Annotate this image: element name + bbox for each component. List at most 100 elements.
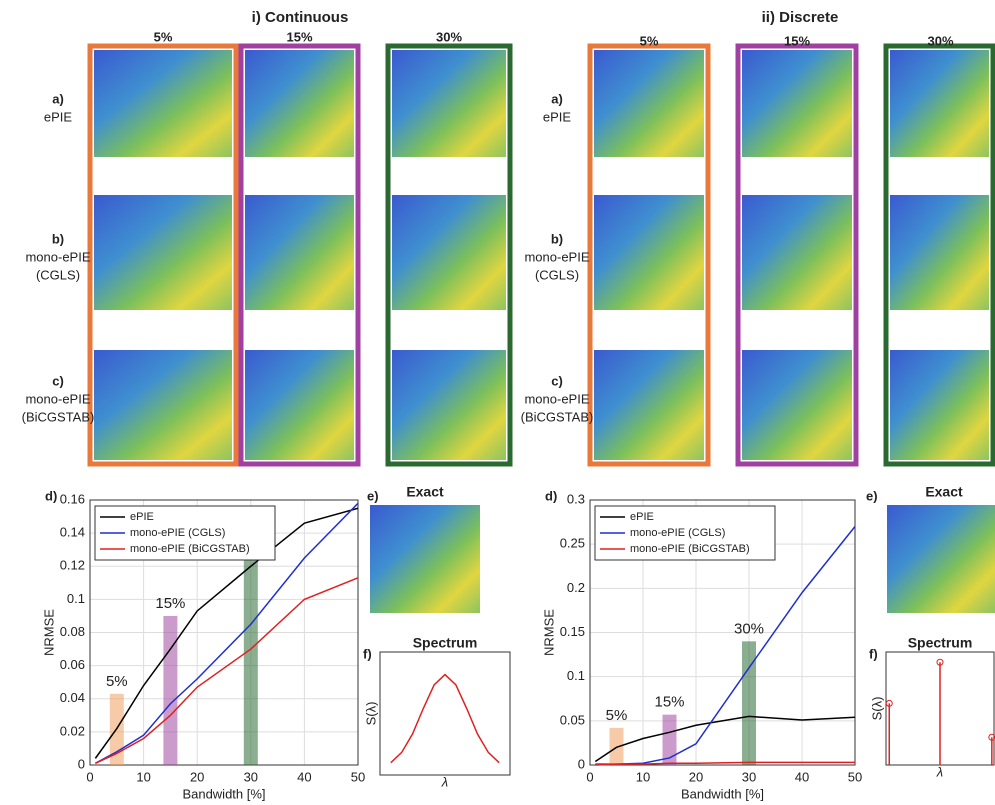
x-tick-label: 50 — [351, 769, 365, 784]
column-header: 30% — [436, 29, 462, 44]
column-header: 5% — [154, 29, 173, 44]
exact-title: Exact — [406, 484, 444, 500]
y-tick-label: 0.1 — [567, 668, 585, 683]
y-axis-label: NRMSE — [541, 609, 556, 656]
column-frame — [735, 43, 859, 467]
y-axis-label: S(λ) — [363, 702, 378, 726]
chart-title: Spectrum — [908, 635, 973, 651]
row-label: (BiCGSTAB) — [22, 409, 95, 424]
y-tick-label: 0.3 — [567, 491, 585, 506]
series-line — [94, 507, 359, 759]
panel-letter: f) — [363, 646, 372, 661]
series-line — [595, 526, 856, 765]
x-tick-label: 20 — [190, 769, 204, 784]
x-axis-label: Bandwidth [%] — [182, 786, 265, 801]
image-tile — [392, 195, 506, 310]
image-tile — [594, 350, 704, 460]
column-header: 5% — [640, 33, 659, 48]
highlight-bar — [243, 556, 258, 765]
y-axis-label: NRMSE — [41, 609, 56, 656]
image-tile — [392, 350, 506, 460]
row-letter: b) — [551, 231, 563, 246]
x-tick-label: 0 — [586, 769, 593, 784]
series-line — [594, 715, 856, 763]
panel-letter: f) — [869, 646, 878, 661]
image-tile — [890, 195, 989, 310]
group-title: i) Continuous — [252, 9, 349, 26]
y-tick-label: 0 — [78, 756, 85, 771]
plot-frame — [89, 499, 359, 766]
row-letter: a) — [52, 91, 64, 106]
y-tick-label: 0.2 — [567, 580, 585, 595]
column-header: 15% — [286, 29, 312, 44]
highlight-label: 15% — [155, 595, 185, 612]
y-axis-label: S(λ) — [869, 697, 884, 721]
y-tick-label: 0.08 — [60, 624, 85, 639]
legend-label: mono-ePIE (CGLS) — [130, 527, 225, 539]
series-line — [390, 673, 500, 764]
x-axis-label: λ — [441, 774, 448, 789]
row-label: (BiCGSTAB) — [521, 409, 594, 424]
x-tick-label: 0 — [86, 769, 93, 784]
highlight-label: 30% — [734, 620, 764, 637]
highlight-bar — [609, 727, 624, 765]
column-frame — [587, 43, 711, 467]
row-label: ePIE — [44, 109, 73, 124]
row-label: ePIE — [543, 109, 572, 124]
x-tick-label: 10 — [636, 769, 650, 784]
highlight-label: 5% — [106, 673, 128, 690]
y-tick-label: 0.16 — [60, 491, 85, 506]
highlight-label: 15% — [654, 694, 684, 711]
image-tile — [392, 50, 506, 157]
exact-image — [887, 505, 995, 613]
y-tick-label: 0.02 — [60, 723, 85, 738]
image-tile — [245, 195, 354, 310]
column-frame — [238, 43, 361, 467]
plot-frame — [379, 651, 511, 776]
row-label: mono-ePIE — [25, 391, 90, 406]
image-tile — [890, 50, 989, 157]
legend-label: mono-ePIE (BiCGSTAB) — [630, 543, 750, 555]
y-tick-label: 0.04 — [60, 690, 85, 705]
y-tick-label: 0.05 — [560, 712, 585, 727]
x-tick-label: 30 — [244, 769, 258, 784]
image-tile — [742, 50, 852, 157]
stem-marker — [936, 658, 944, 666]
panel-letter: d) — [45, 488, 57, 503]
legend-label: ePIE — [630, 511, 654, 523]
image-tile — [890, 350, 989, 460]
row-label: mono-ePIE — [25, 249, 90, 264]
image-tile — [245, 50, 354, 157]
x-tick-label: 20 — [689, 769, 703, 784]
image-tile — [594, 195, 704, 310]
column-frame — [385, 43, 513, 467]
x-tick-label: 40 — [795, 769, 809, 784]
row-letter: b) — [52, 231, 64, 246]
highlight-label: 5% — [606, 707, 628, 724]
y-tick-label: 0.14 — [60, 525, 85, 540]
x-tick-label: 50 — [848, 769, 862, 784]
row-letter: a) — [551, 91, 563, 106]
series-line — [95, 502, 359, 765]
panel-letter: e) — [866, 488, 878, 503]
legend-label: ePIE — [130, 511, 154, 523]
legend-label: mono-ePIE (CGLS) — [630, 527, 725, 539]
image-tile — [245, 350, 354, 460]
row-label: mono-ePIE — [524, 249, 589, 264]
panel-letter: e) — [367, 488, 379, 503]
group-title: ii) Discrete — [762, 9, 839, 26]
x-tick-label: 10 — [136, 769, 150, 784]
stem-marker — [885, 699, 893, 707]
y-tick-label: 0 — [578, 756, 585, 771]
plot-frame — [589, 499, 856, 766]
x-tick-label: 30 — [742, 769, 756, 784]
row-label: (CGLS) — [535, 267, 579, 282]
row-letter: c) — [551, 373, 563, 388]
y-tick-label: 0.12 — [60, 558, 85, 573]
x-axis-label: Bandwidth [%] — [681, 786, 764, 801]
column-header: 30% — [927, 33, 953, 48]
highlight-bar — [163, 615, 178, 765]
y-tick-label: 0.06 — [60, 657, 85, 672]
column-header: 15% — [784, 33, 810, 48]
